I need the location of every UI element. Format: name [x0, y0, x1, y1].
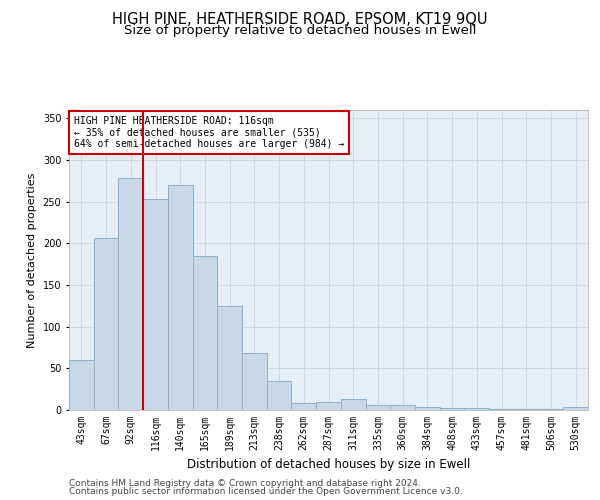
Bar [440, 408, 464, 410]
Bar [143, 199, 168, 410]
Y-axis label: Number of detached properties: Number of detached properties [27, 172, 37, 348]
Bar [563, 406, 588, 410]
Text: Contains HM Land Registry data © Crown copyright and database right 2024.: Contains HM Land Registry data © Crown c… [69, 478, 421, 488]
Bar [415, 406, 440, 410]
X-axis label: Distribution of detached houses by size in Ewell: Distribution of detached houses by size … [187, 458, 470, 471]
Bar [464, 408, 489, 410]
Bar [390, 405, 415, 410]
Bar [489, 409, 514, 410]
Bar [94, 238, 118, 410]
Bar [118, 178, 143, 410]
Text: Contains public sector information licensed under the Open Government Licence v3: Contains public sector information licen… [69, 487, 463, 496]
Bar [267, 381, 292, 410]
Bar [193, 256, 217, 410]
Bar [365, 405, 390, 410]
Bar [514, 409, 539, 410]
Bar [69, 360, 94, 410]
Text: HIGH PINE, HEATHERSIDE ROAD, EPSOM, KT19 9QU: HIGH PINE, HEATHERSIDE ROAD, EPSOM, KT19… [112, 12, 488, 28]
Text: HIGH PINE HEATHERSIDE ROAD: 116sqm
← 35% of detached houses are smaller (535)
64: HIGH PINE HEATHERSIDE ROAD: 116sqm ← 35%… [74, 116, 344, 149]
Bar [242, 354, 267, 410]
Bar [316, 402, 341, 410]
Bar [341, 399, 365, 410]
Bar [292, 404, 316, 410]
Text: Size of property relative to detached houses in Ewell: Size of property relative to detached ho… [124, 24, 476, 37]
Bar [217, 306, 242, 410]
Bar [539, 409, 563, 410]
Bar [168, 185, 193, 410]
